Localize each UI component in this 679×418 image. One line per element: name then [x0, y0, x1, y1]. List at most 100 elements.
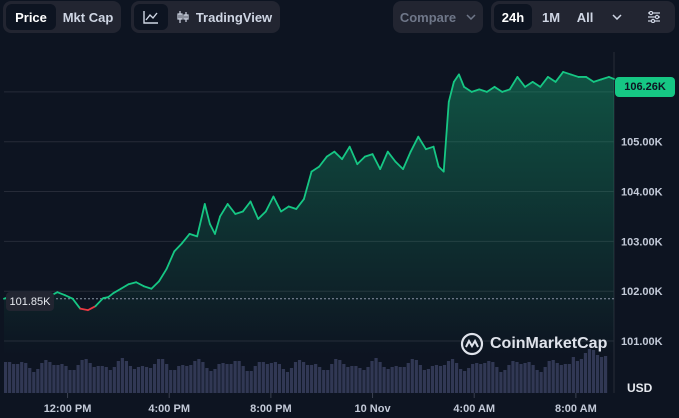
volume-bar	[301, 362, 306, 393]
volume-bar	[382, 367, 386, 393]
price-segment	[303, 170, 313, 200]
volume-bar	[354, 366, 358, 393]
volume-bar	[80, 360, 84, 393]
volume-bar	[567, 364, 571, 393]
volume-bar	[60, 364, 64, 393]
price-segment	[608, 76, 615, 80]
volume-bar	[318, 367, 322, 393]
coinmarketcap-watermark: CoinMarketCap	[460, 332, 607, 356]
volume-bar	[334, 359, 338, 393]
volume-bar	[495, 367, 499, 393]
compare-dropdown[interactable]: Compare	[393, 1, 483, 33]
tradingview-button[interactable]: TradingView	[172, 4, 276, 30]
x-tick-label: 4:00 PM	[148, 403, 190, 415]
volume-bar	[450, 359, 455, 393]
volume-bar	[169, 370, 173, 393]
volume-bar	[543, 367, 547, 393]
volume-bar	[16, 364, 20, 393]
price-tab[interactable]: Price	[6, 4, 56, 30]
price-segment	[333, 150, 343, 161]
volume-bar	[547, 361, 551, 393]
volume-bar	[96, 366, 100, 393]
volume-bar	[265, 364, 269, 393]
volume-bar	[479, 364, 483, 393]
volume-bar	[446, 361, 451, 393]
volume-bar	[165, 364, 169, 393]
price-segment	[71, 297, 82, 310]
price-chart[interactable]: 101.00K102.00K103.00K104.00K105.00K106.0…	[0, 36, 679, 418]
volume-bar	[583, 353, 588, 393]
price-segment	[234, 210, 244, 215]
price-segment	[287, 205, 298, 210]
range-all-button[interactable]: All	[576, 9, 594, 25]
volume-bar	[40, 363, 44, 393]
volume-bar	[438, 366, 443, 393]
volume-bar	[104, 367, 108, 393]
price-chart-svg: 101.00K102.00K103.00K104.00K105.00K106.0…	[3, 52, 663, 415]
line-chart-button[interactable]	[134, 4, 168, 30]
chart-settings-button[interactable]	[636, 4, 672, 30]
market-cap-tab[interactable]: Mkt Cap	[62, 9, 114, 25]
volume-bar	[297, 360, 302, 393]
currency-label: USD	[627, 381, 653, 395]
volume-bar	[374, 358, 378, 393]
range-24h-button[interactable]: 24h	[494, 4, 532, 30]
volume-bar	[88, 363, 92, 393]
x-tick-label: 8:00 PM	[250, 403, 292, 415]
volume-bar	[475, 363, 479, 393]
volume-bar	[418, 365, 422, 393]
volume-bar	[285, 372, 290, 393]
x-tick-label: 4:00 AM	[453, 403, 495, 415]
volume-bar	[144, 367, 149, 393]
volume-bar	[515, 362, 519, 393]
volume-bar	[72, 370, 76, 393]
volume-bar	[603, 356, 608, 393]
price-segment	[486, 85, 496, 93]
price-segment	[94, 297, 105, 308]
volume-bar	[434, 365, 439, 393]
price-segment	[181, 233, 191, 245]
volume-bar	[330, 364, 334, 393]
x-tick-label: 10 Nov	[355, 403, 392, 415]
volume-bar	[36, 369, 40, 393]
volume-bar	[161, 359, 165, 393]
price-segment	[173, 242, 183, 253]
price-segment	[508, 76, 519, 91]
price-segment	[478, 88, 488, 93]
volume-bar	[229, 364, 233, 393]
price-segment	[562, 71, 572, 76]
volume-bar	[152, 364, 157, 393]
volume-bar	[579, 359, 584, 393]
chart-toolbar: Price Mkt Cap TradingView Compare 24h	[0, 0, 679, 36]
price-segment	[142, 285, 153, 290]
open-price-tag: 101.85K	[6, 292, 54, 311]
price-segment	[310, 165, 321, 173]
volume-bar	[575, 361, 579, 393]
coinmarketcap-logo-icon	[460, 332, 484, 356]
volume-bar	[48, 362, 52, 393]
volume-bar	[20, 362, 24, 393]
price-segment	[341, 145, 351, 161]
volume-bar	[237, 361, 241, 393]
price-segment	[107, 292, 115, 299]
volume-bar	[394, 366, 398, 393]
price-segment	[158, 267, 168, 283]
price-segment	[272, 195, 282, 213]
volume-bar	[454, 363, 459, 393]
price-segment	[600, 76, 610, 81]
range-more-button[interactable]	[602, 4, 632, 30]
volume-bar	[402, 367, 406, 393]
chart-style-toggle: TradingView	[131, 1, 280, 33]
range-1m-button[interactable]: 1M	[541, 9, 561, 25]
chart-type-toggle: Price Mkt Cap	[3, 1, 121, 33]
volume-bar	[173, 370, 177, 393]
volume-bar	[390, 367, 394, 393]
volume-bar	[293, 362, 298, 393]
price-segment	[501, 88, 511, 93]
volume-bar	[571, 357, 575, 393]
price-segment	[592, 78, 603, 83]
price-segment	[280, 205, 290, 213]
current-price-tag: 106.26K	[615, 77, 675, 97]
volume-bar	[193, 361, 197, 393]
volume-bar	[205, 368, 209, 393]
